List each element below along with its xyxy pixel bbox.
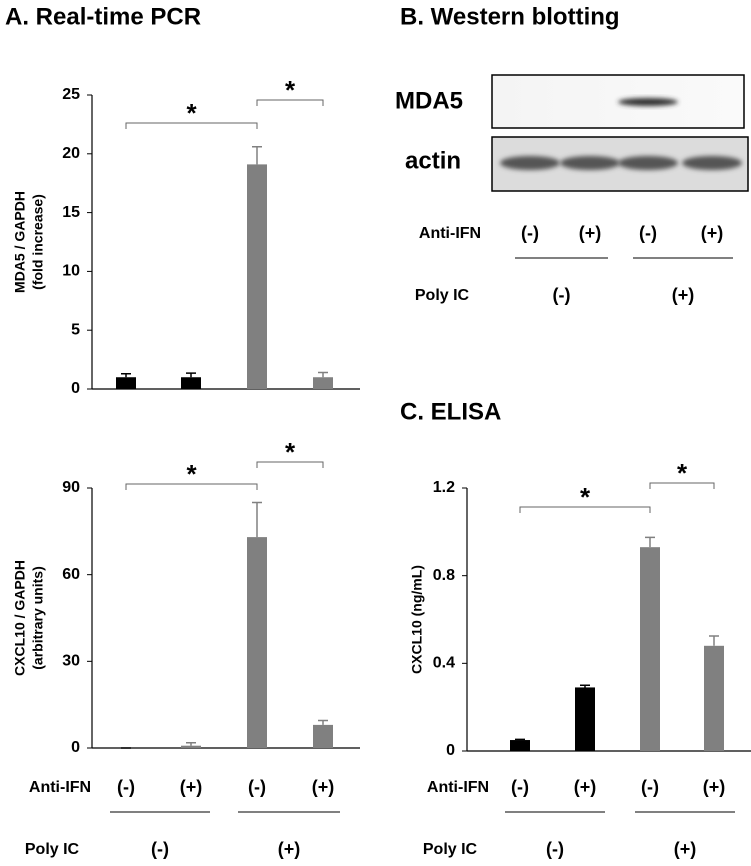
x-tick-label: (+) bbox=[180, 777, 203, 797]
significance-mark: * bbox=[186, 98, 197, 128]
y-tick-label: 1.2 bbox=[433, 479, 455, 496]
bar bbox=[247, 164, 267, 389]
x-tick-label: (-) bbox=[511, 777, 529, 797]
x-axis-label: Anti-IFN bbox=[29, 779, 91, 796]
x-tick-label: (+) bbox=[703, 777, 726, 797]
y-tick-label: 60 bbox=[62, 566, 80, 583]
significance-bracket bbox=[125, 483, 258, 490]
error-bar bbox=[318, 371, 328, 378]
significance-bracket bbox=[125, 122, 258, 129]
error-bar bbox=[252, 501, 262, 538]
group-axis-label: Poly IC bbox=[25, 841, 80, 858]
error-bar bbox=[515, 738, 525, 741]
bar bbox=[116, 377, 136, 389]
y-axis-label: CXCL10 (ng/mL) bbox=[409, 565, 425, 674]
group-label: (+) bbox=[674, 839, 697, 859]
bar bbox=[510, 740, 530, 751]
y-tick-label: 90 bbox=[62, 479, 80, 496]
x-tick-label: (+) bbox=[574, 777, 597, 797]
y-axis-label: MDA5 / GAPDH bbox=[12, 191, 28, 293]
group-axis-label: Poly IC bbox=[423, 841, 478, 858]
blot-row-label: MDA5 bbox=[395, 87, 463, 114]
y-tick-label: 30 bbox=[62, 653, 80, 670]
x-tick-label: (-) bbox=[117, 777, 135, 797]
bar bbox=[313, 724, 333, 748]
error-bar bbox=[318, 719, 328, 725]
blot-band bbox=[500, 156, 560, 170]
bar bbox=[313, 377, 333, 389]
bar bbox=[181, 377, 201, 389]
error-bar bbox=[252, 145, 262, 165]
bar bbox=[704, 645, 724, 751]
y-tick-label: 0 bbox=[71, 380, 80, 397]
error-bar bbox=[645, 536, 655, 548]
blot-band bbox=[618, 156, 678, 170]
y-tick-label: 25 bbox=[62, 86, 80, 103]
significance-mark: * bbox=[285, 437, 296, 467]
significance-bracket bbox=[519, 506, 651, 513]
y-tick-label: 0.8 bbox=[433, 567, 455, 584]
significance-bracket bbox=[256, 99, 324, 106]
group-label: (+) bbox=[672, 285, 695, 305]
panel-title: A. Real-time PCR bbox=[5, 3, 201, 30]
panel-title: C. ELISA bbox=[400, 398, 501, 425]
group-label: (-) bbox=[546, 839, 564, 859]
x-axis-label: Anti-IFN bbox=[419, 225, 481, 242]
y-axis-label: (fold increase) bbox=[30, 194, 46, 290]
blot-band bbox=[618, 98, 678, 106]
error-bar bbox=[580, 684, 590, 688]
significance-mark: * bbox=[285, 75, 296, 105]
bar bbox=[247, 537, 267, 748]
bar bbox=[181, 745, 201, 748]
error-bar bbox=[121, 372, 131, 378]
y-tick-label: 0 bbox=[71, 739, 80, 756]
y-tick-label: 0.4 bbox=[433, 655, 455, 672]
y-tick-label: 15 bbox=[62, 204, 80, 221]
x-tick-label: (+) bbox=[312, 777, 335, 797]
y-tick-label: 20 bbox=[62, 145, 80, 162]
x-tick-label: (-) bbox=[248, 777, 266, 797]
blot-band bbox=[560, 156, 620, 170]
x-tick-label: (-) bbox=[639, 223, 657, 243]
group-label: (-) bbox=[553, 285, 571, 305]
blot-band bbox=[682, 156, 742, 170]
y-tick-label: 0 bbox=[446, 742, 455, 759]
blot-frame bbox=[491, 74, 745, 129]
x-tick-label: (+) bbox=[579, 223, 602, 243]
y-axis-label: (arbitrary units) bbox=[30, 566, 46, 669]
error-bar bbox=[186, 372, 196, 378]
y-tick-label: 10 bbox=[62, 263, 80, 280]
significance-bracket bbox=[649, 482, 715, 489]
blot-row-label: actin bbox=[405, 147, 461, 174]
panel-title: B. Western blotting bbox=[400, 3, 620, 30]
group-label: (+) bbox=[278, 839, 301, 859]
y-axis-label: CXCL10 / GAPDH bbox=[12, 560, 28, 676]
group-label: (-) bbox=[151, 839, 169, 859]
error-bar bbox=[186, 742, 196, 746]
error-bar bbox=[709, 635, 719, 646]
significance-mark: * bbox=[186, 459, 197, 489]
x-axis-label: Anti-IFN bbox=[427, 779, 489, 796]
x-tick-label: (+) bbox=[701, 223, 724, 243]
significance-mark: * bbox=[580, 482, 591, 512]
x-tick-label: (-) bbox=[521, 223, 539, 243]
bar bbox=[640, 547, 660, 751]
significance-bracket bbox=[256, 461, 324, 468]
y-tick-label: 5 bbox=[71, 321, 80, 338]
significance-mark: * bbox=[677, 458, 688, 488]
bar bbox=[575, 687, 595, 751]
x-tick-label: (-) bbox=[641, 777, 659, 797]
group-axis-label: Poly IC bbox=[415, 287, 470, 304]
